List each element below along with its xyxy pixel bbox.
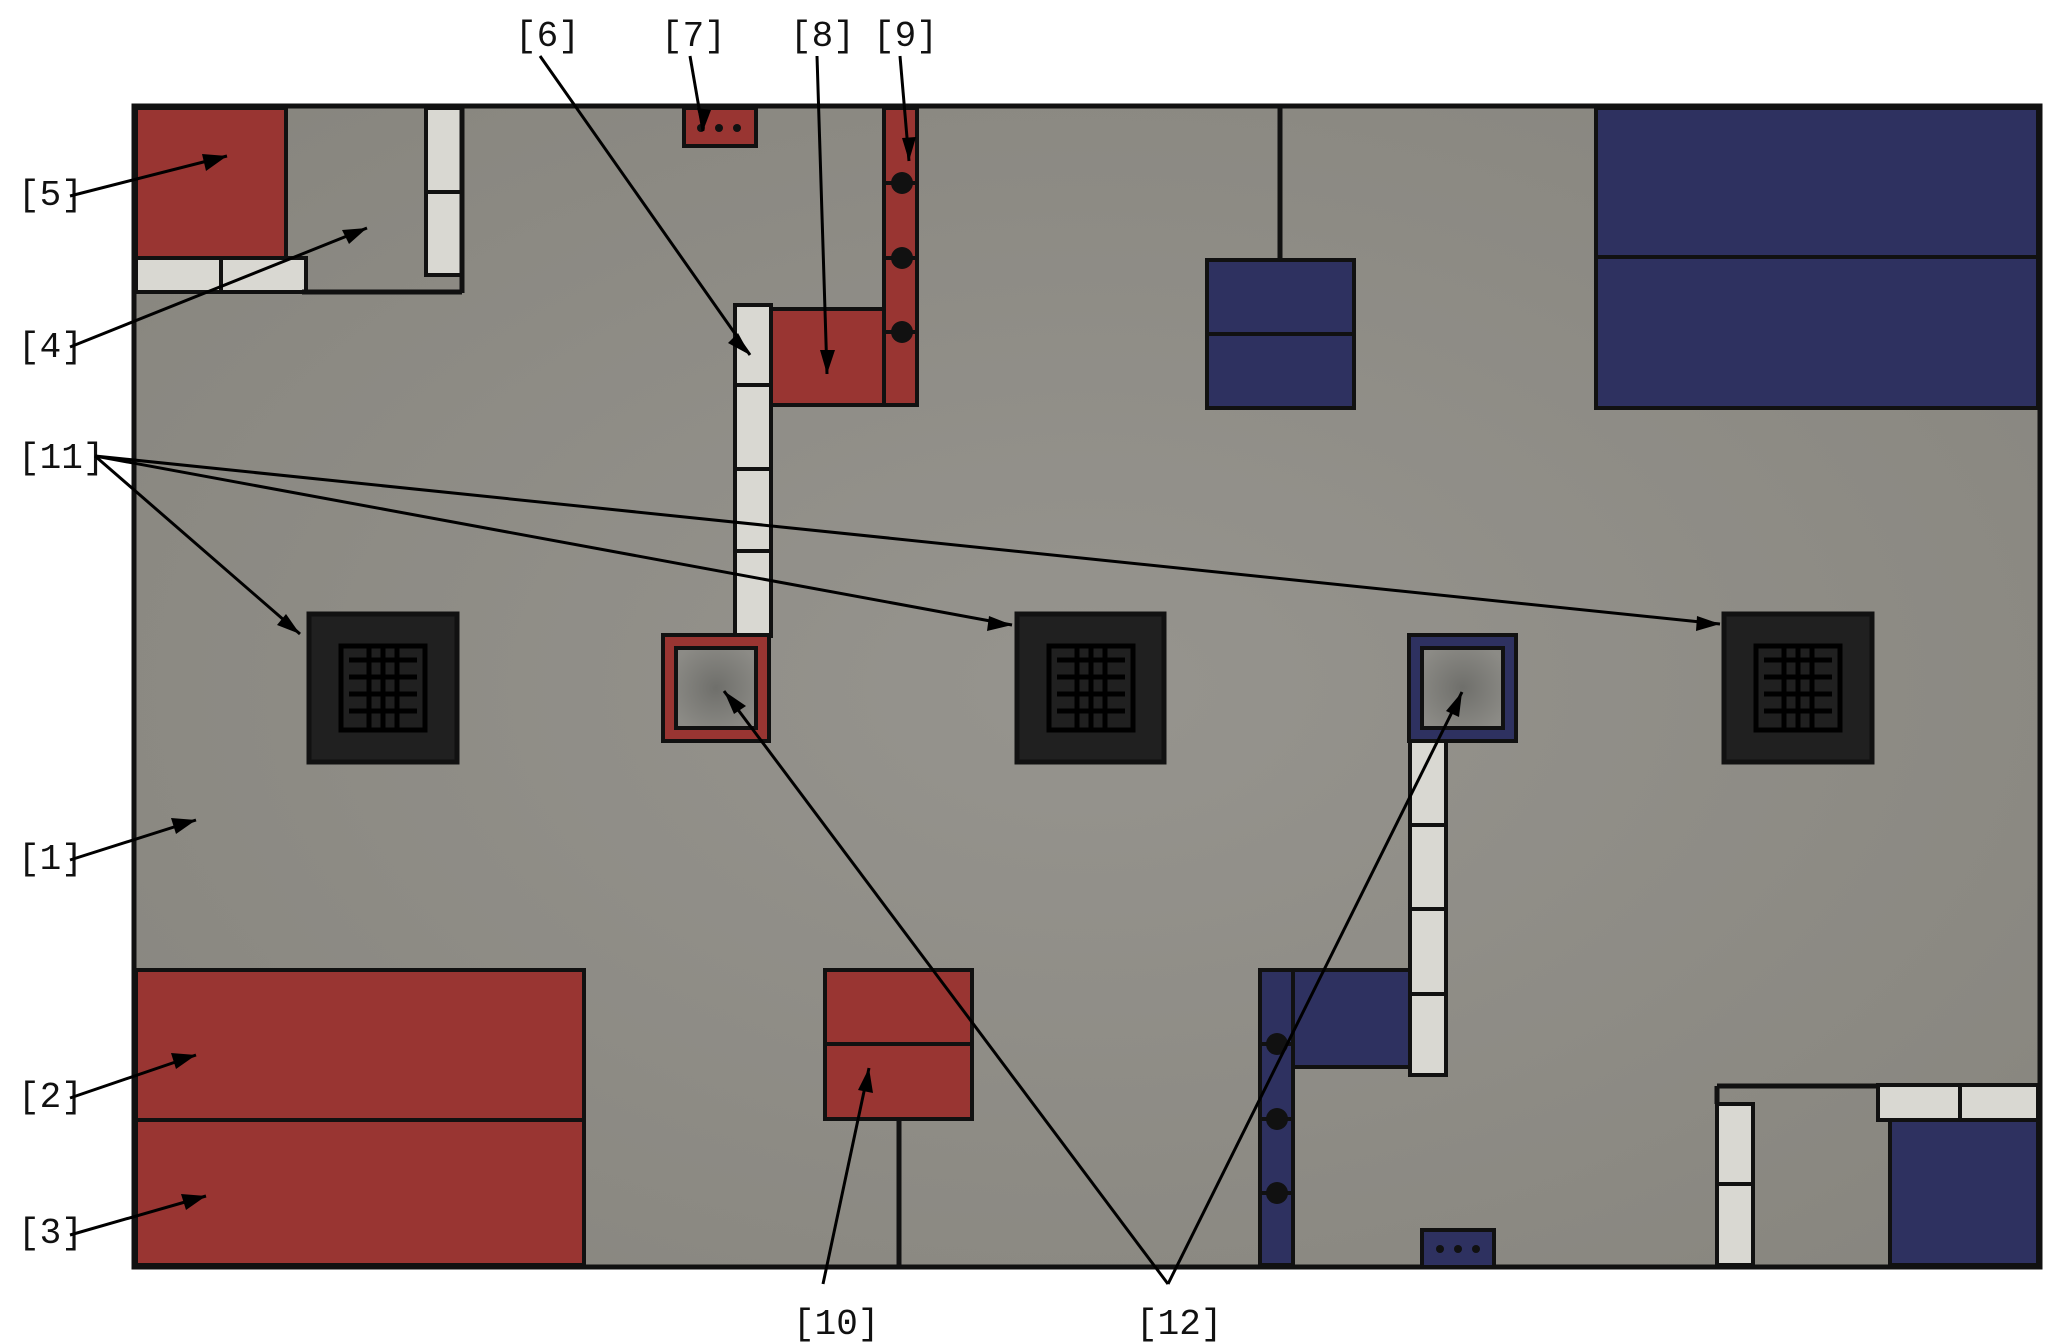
tower-glyph-middle (1046, 643, 1136, 733)
center-right-barrier-3 (1408, 907, 1448, 996)
leader-arrow-4 (342, 228, 367, 244)
blue-capture-pad-inner (1420, 646, 1505, 730)
blue-zone-top-right-lower (1594, 255, 2040, 410)
blue-dot-panel-bottom (1420, 1228, 1496, 1269)
blue-bottom-base (1291, 968, 1412, 1069)
leader-line-4 (69, 226, 368, 349)
blue-column-hole-3 (1266, 1182, 1288, 1204)
leader-arrow-11-left (277, 614, 300, 634)
leader-arrow-11-right (1696, 616, 1720, 631)
leader-arrow-3 (181, 1194, 206, 1210)
top-left-barrier-2 (219, 256, 308, 294)
leader-line-8 (815, 55, 829, 375)
leader-arrow-9 (902, 137, 916, 161)
leader-arrow-12-blue (1446, 692, 1462, 717)
callout-label-6: [6] (515, 16, 580, 57)
center-left-barrier-3 (733, 467, 773, 553)
leader-arrow-6 (728, 333, 750, 355)
leader-line-12-red (722, 690, 1170, 1285)
blue-zone-top-right-upper (1594, 106, 2040, 259)
blue-dot-bottom-1 (1436, 1245, 1444, 1253)
center-right-barrier-4 (1408, 992, 1448, 1077)
red-dot-top-3 (733, 124, 741, 132)
red-dot-top-2 (715, 124, 723, 132)
blue-dot-bottom-2 (1454, 1245, 1462, 1253)
leader-arrow-2 (171, 1053, 196, 1069)
callout-label-8: [8] (790, 16, 855, 57)
bottom-right-barrier-1 (1876, 1083, 1962, 1122)
leader-line-10 (821, 1067, 871, 1285)
blue-dot-bottom-3 (1472, 1245, 1480, 1253)
tower-glyph-left (338, 643, 428, 733)
leader-arrow-8 (820, 350, 835, 374)
leader-line-11-middle (94, 454, 1013, 627)
callout-label-11: [11] (18, 438, 104, 479)
red-column-hole-1 (891, 172, 913, 194)
leader-line-3 (69, 1194, 207, 1237)
red-column-hole-3 (891, 321, 913, 343)
blue-corner-zone (1888, 1117, 2040, 1267)
leader-arrow-5 (202, 154, 227, 171)
leader-line-12-blue (1166, 691, 1464, 1285)
leader-line-6 (538, 55, 752, 356)
callout-label-9: [9] (873, 16, 938, 57)
leader-line-11-right (94, 454, 1721, 626)
red-zone-bottom-left-lower (134, 1118, 586, 1267)
leader-arrow-12-red (724, 691, 746, 714)
blue-column-hole-2 (1266, 1108, 1288, 1130)
leader-line-11-left (94, 454, 301, 636)
callout-label-7: [7] (661, 16, 726, 57)
blue-column-hole-1 (1266, 1033, 1288, 1055)
leader-arrow-7 (697, 108, 711, 131)
bottom-right-barrier-2 (1958, 1083, 2040, 1122)
top-left-barrier-vertical-1 (424, 106, 464, 194)
bottom-right-barrier-vertical-2 (1715, 1182, 1755, 1267)
leader-arrow-11-middle (987, 616, 1012, 631)
bottom-right-barrier-vertical-1 (1715, 1102, 1755, 1186)
center-left-barrier-4 (733, 549, 773, 638)
tower-glyph-right (1753, 643, 1843, 733)
leader-arrow-1 (171, 818, 196, 834)
red-column-hole-2 (891, 247, 913, 269)
red-corner-zone (134, 106, 288, 260)
leader-line-5 (69, 154, 228, 198)
center-left-barrier-2 (733, 383, 773, 471)
callout-label-12: [12] (1136, 1304, 1222, 1342)
leader-arrow-10 (858, 1068, 873, 1093)
top-left-barrier-1 (134, 256, 223, 294)
red-zone-bottom-left-upper (134, 968, 586, 1122)
callout-label-4: [4] (18, 327, 83, 368)
top-left-barrier-vertical-2 (424, 190, 464, 277)
callout-label-10: [10] (793, 1304, 879, 1342)
center-right-barrier-2 (1408, 823, 1448, 911)
